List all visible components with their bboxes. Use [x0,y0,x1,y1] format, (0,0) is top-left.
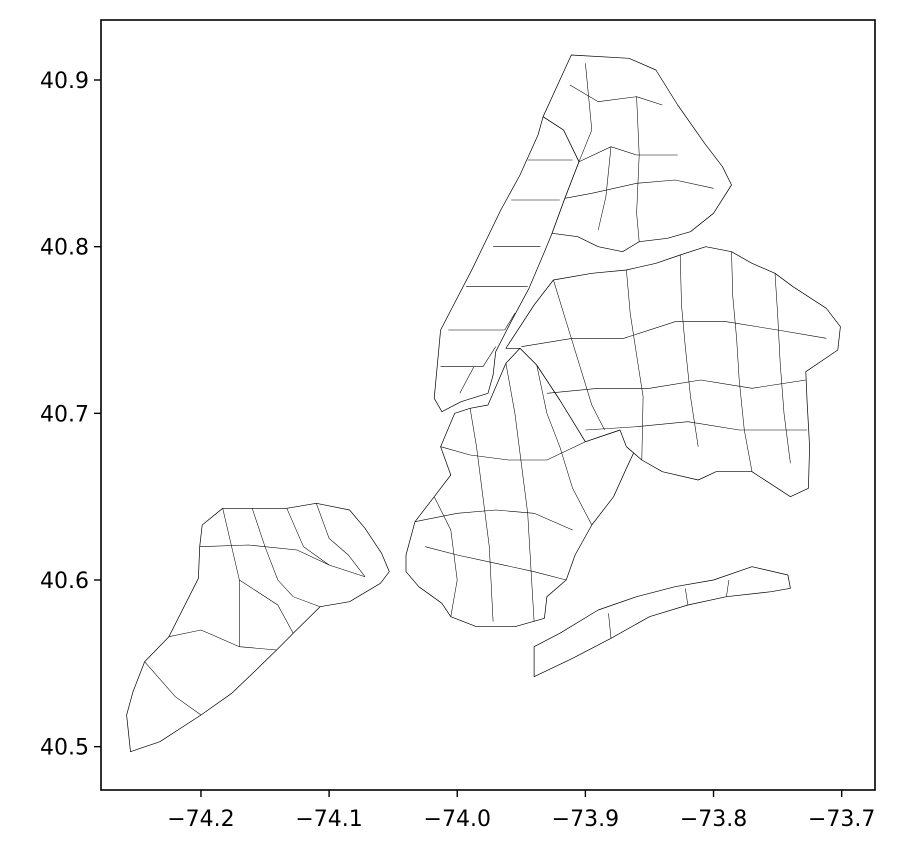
x-tick-label: −74.0 [424,807,491,832]
district-boundary [521,321,827,347]
district-boundary [536,364,593,526]
district-boundary [546,379,806,394]
district-boundary [685,588,689,606]
district-boundary [144,661,202,716]
y-axis: 40.5 40.6 40.7 40.8 40.9 [40,69,101,761]
district-boundary [459,366,475,394]
district-boundary [679,254,699,447]
district-boundary [414,509,573,531]
district-boundary [731,251,753,472]
district-boundary [553,279,605,431]
region-brooklyn [405,347,637,628]
district-boundary [239,579,294,634]
x-tick-label: −73.8 [680,807,747,832]
region-outline [505,246,841,498]
x-tick-label: −73.9 [552,807,619,832]
district-boundary [636,96,640,242]
plot-frame [100,19,876,791]
region-rockaway [533,566,791,678]
district-boundary [168,629,277,651]
district-boundary [564,179,714,199]
district-boundary [425,546,567,581]
x-tick-label: −73.7 [808,807,875,832]
district-boundary [469,408,494,622]
district-boundary [505,363,535,622]
district-boundary [597,146,612,231]
region-manhattan [433,116,580,413]
x-tick-label: −74.2 [167,807,234,832]
district-boundary [286,508,330,566]
district-boundary [578,63,593,162]
x-axis: −74.2 −74.1 −74.0 −73.9 −73.8 −73.7 [167,790,875,832]
district-boundary [585,421,808,431]
district-boundary [199,544,366,577]
district-boundary [482,346,496,367]
region-outline [533,566,791,678]
district-boundary [726,579,730,597]
district-boundary [251,508,321,607]
x-tick-label: −74.1 [295,807,362,832]
region-bronx [542,54,732,253]
district-boundary [608,613,612,639]
district-boundary [569,84,663,106]
district-boundary [578,146,678,162]
y-tick-label: 40.8 [40,236,89,261]
region-outline [126,502,390,753]
map-regions [126,54,841,753]
y-tick-label: 40.5 [40,736,89,761]
district-boundary [433,496,458,617]
region-staten-island [126,502,390,753]
region-outline [542,54,732,253]
y-tick-label: 40.7 [40,402,89,427]
region-queens [505,246,841,498]
district-boundary [316,503,366,577]
y-tick-label: 40.6 [40,569,89,594]
district-boundary [626,269,644,461]
district-boundary [440,441,586,461]
y-tick-label: 40.9 [40,69,89,94]
district-boundary [504,313,516,331]
